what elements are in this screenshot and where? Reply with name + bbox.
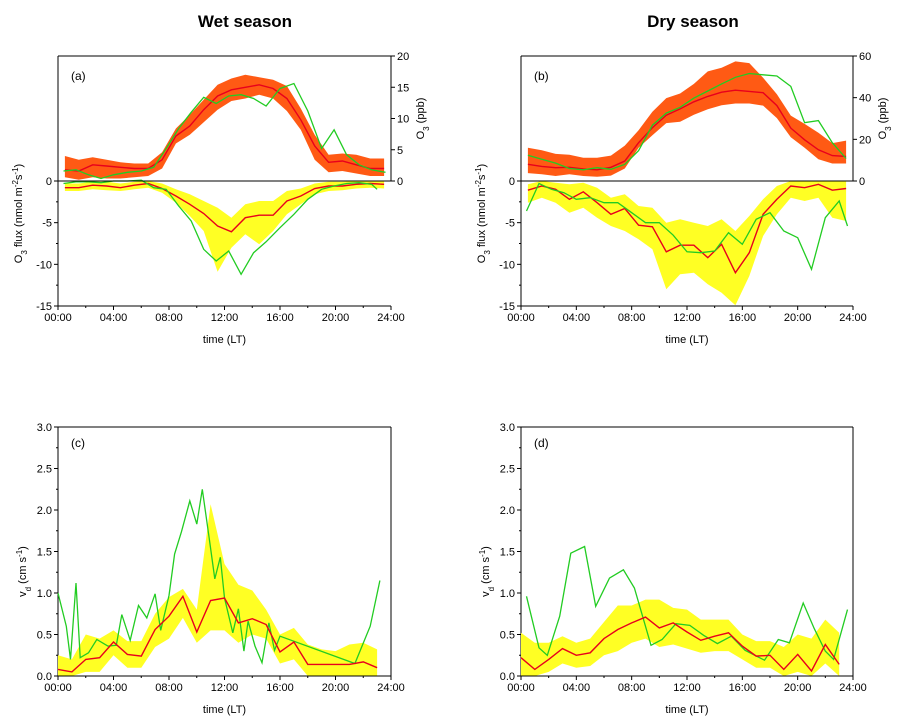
- y-axis-label: vd (cm s-1): [15, 546, 33, 597]
- x-tick-label: 20:00: [784, 312, 812, 324]
- y-tick-label: 2.5: [500, 464, 515, 476]
- x-tick-label: 20:00: [322, 682, 350, 694]
- vd-band: [521, 599, 840, 676]
- right-tick-label: 15: [397, 82, 409, 94]
- x-tick-label: 04:00: [100, 312, 128, 324]
- x-tick-label: 12:00: [211, 682, 239, 694]
- right-tick-label: 20: [397, 51, 409, 63]
- y-tick-label: 0.0: [500, 671, 515, 683]
- x-tick-label: 12:00: [673, 682, 701, 694]
- concentration-observed-line: [63, 82, 386, 180]
- right-tick-label: 0: [859, 176, 865, 188]
- left-tick-label: -15: [36, 301, 52, 313]
- x-tick-label: 16:00: [266, 312, 294, 324]
- title-dry-season: Dry season: [647, 12, 739, 31]
- x-tick-label: 24:00: [377, 312, 405, 324]
- right-tick-label: 20: [859, 134, 871, 146]
- x-tick-label: 00:00: [44, 682, 72, 694]
- concentration-model-line: [64, 84, 385, 172]
- vd-observed-line: [525, 545, 849, 662]
- vd-observed-line: [57, 489, 381, 665]
- vd-model-line: [57, 594, 378, 673]
- y-tick-label: 2.0: [500, 505, 515, 517]
- x-axis-label: time (LT): [665, 704, 708, 716]
- right-tick-label: 40: [859, 93, 871, 105]
- x-tick-label: 16:00: [729, 312, 757, 324]
- x-tick-label: 20:00: [784, 682, 812, 694]
- panel-label: (a): [71, 69, 86, 83]
- x-tick-label: 16:00: [266, 682, 294, 694]
- y-tick-label: 0.5: [37, 630, 52, 642]
- right-tick-label: 0: [397, 176, 403, 188]
- x-axis-label: time (LT): [203, 704, 246, 716]
- x-axis-label: time (LT): [665, 334, 708, 346]
- y-tick-label: 1.5: [500, 547, 515, 559]
- x-tick-label: 00:00: [44, 312, 72, 324]
- vd-band: [58, 504, 378, 676]
- left-tick-label: 0: [46, 176, 52, 188]
- y-tick-label: 3.0: [500, 422, 515, 434]
- concentration-observed-line: [527, 72, 847, 171]
- y-tick-label: 0.5: [500, 630, 515, 642]
- x-tick-label: 20:00: [322, 312, 350, 324]
- panel-d: 0.0 0.5 1.0 1.5 2.0 2.5 3.0 00:00 04:00 08:00 12:0…: [478, 422, 867, 716]
- x-tick-label: 00:00: [507, 682, 535, 694]
- x-tick-label: 08:00: [155, 682, 183, 694]
- title-wet-season: Wet season: [198, 12, 292, 31]
- flux-observed-line: [525, 182, 849, 272]
- x-tick-label: 00:00: [507, 312, 535, 324]
- left-axis-label: O3 flux (nmol m-2s-1): [474, 164, 492, 263]
- left-tick-label: 0: [509, 176, 515, 188]
- concentration-band: [64, 74, 385, 180]
- left-tick-label: -10: [499, 259, 515, 271]
- y-axis-label: vd (cm s-1): [478, 546, 496, 597]
- panel-a: -15 -10 -5 0 0 5 10 15 20 00:00 04:00 08:00 12:00 16:…: [11, 51, 431, 346]
- flux-model-line: [527, 183, 847, 275]
- x-tick-label: 12:00: [673, 312, 701, 324]
- right-tick-label: 5: [397, 145, 403, 157]
- left-tick-label: -15: [499, 301, 515, 313]
- left-axis-label: O3 flux (nmol m-2s-1): [11, 164, 29, 263]
- x-tick-label: 24:00: [839, 312, 867, 324]
- panel-label: (d): [534, 436, 549, 450]
- flux-band: [64, 181, 385, 272]
- x-tick-label: 24:00: [839, 682, 867, 694]
- y-tick-label: 1.5: [37, 547, 52, 559]
- x-tick-label: 04:00: [563, 312, 591, 324]
- concentration-band: [527, 61, 847, 177]
- panel-b: -15 -10 -5 0 0 20 40 60 00:00 04:00 08:00 12:00 16:0…: [474, 51, 893, 346]
- y-tick-label: 1.0: [37, 588, 52, 600]
- y-tick-label: 1.0: [500, 588, 515, 600]
- panel-c: 0.0 0.5 1.0 1.5 2.0 2.5 3.0 00:00 04:00 08:00 12:0…: [15, 422, 405, 716]
- left-tick-label: -10: [36, 259, 52, 271]
- panel-label: (c): [71, 436, 85, 450]
- x-tick-label: 16:00: [729, 682, 757, 694]
- y-tick-label: 2.0: [37, 505, 52, 517]
- left-tick-label: -5: [42, 218, 52, 230]
- panel-label: (b): [534, 69, 549, 83]
- x-tick-label: 12:00: [211, 312, 239, 324]
- concentration-model-line: [527, 89, 847, 171]
- left-tick-label: -5: [505, 218, 515, 230]
- x-tick-label: 24:00: [377, 682, 405, 694]
- right-tick-label: 10: [397, 114, 409, 126]
- vd-model-line: [520, 616, 840, 673]
- right-axis-label: O3 (ppb): [415, 98, 431, 140]
- x-tick-label: 08:00: [618, 312, 646, 324]
- y-tick-label: 0.0: [37, 671, 52, 683]
- x-tick-label: 08:00: [618, 682, 646, 694]
- x-tick-label: 04:00: [563, 682, 591, 694]
- right-axis-label: O3 (ppb): [877, 98, 893, 140]
- x-tick-label: 04:00: [100, 682, 128, 694]
- right-tick-label: 60: [859, 51, 871, 63]
- flux-model-line: [64, 182, 385, 233]
- y-tick-label: 3.0: [37, 422, 52, 434]
- x-tick-label: 08:00: [155, 312, 183, 324]
- y-tick-label: 2.5: [37, 464, 52, 476]
- x-axis-label: time (LT): [203, 334, 246, 346]
